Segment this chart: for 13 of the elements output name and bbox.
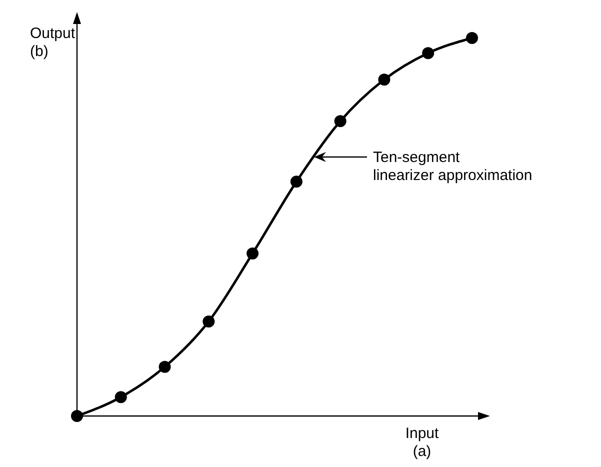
point: [290, 176, 302, 188]
y-axis-title: Output (b): [30, 25, 76, 60]
point: [71, 410, 83, 422]
point: [466, 32, 478, 44]
x-axis-title: Input (a): [405, 425, 440, 460]
point: [202, 316, 215, 328]
point: [334, 115, 346, 128]
annotation: Ten-segment linearizer approximation: [373, 149, 532, 184]
point: [246, 247, 259, 260]
point: [422, 47, 434, 60]
point: [158, 360, 171, 373]
point: [114, 391, 127, 404]
point: [378, 74, 390, 86]
